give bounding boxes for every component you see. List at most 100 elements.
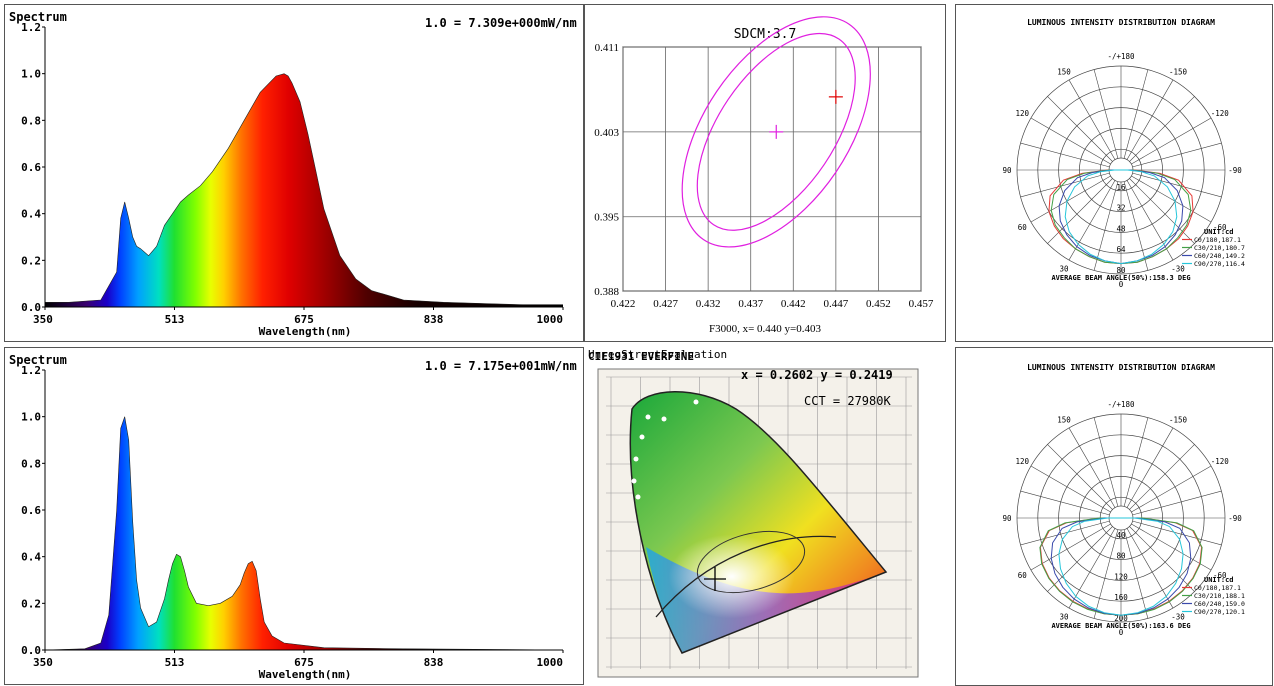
polar-panel-top: LUMINOUS INTENSITY DISTRIBUTION DIAGRAM … — [955, 4, 1273, 342]
polar-spoke — [1047, 526, 1113, 592]
x-tick-label: 675 — [294, 656, 314, 669]
spectrum-outline — [45, 73, 563, 305]
polar-legend-label: C60/240,159.0 — [1194, 600, 1245, 608]
polar-spoke — [1132, 490, 1222, 516]
polar-spoke — [1132, 142, 1222, 168]
y-tick-label: 0.2 — [21, 254, 41, 267]
polar-spoke — [1020, 172, 1110, 198]
polar-angle-label: 150 — [1057, 415, 1071, 424]
polar-title: LUMINOUS INTENSITY DISTRIBUTION DIAGRAM — [1027, 18, 1215, 27]
polar-spoke — [1131, 117, 1212, 165]
sdcm-footer: F3000, x= 0.440 y=0.403 — [709, 323, 822, 335]
polar-unit-label: UNIT:cd — [1204, 576, 1234, 584]
spectrum-area — [45, 416, 563, 650]
polar-radial-label: 160 — [1114, 593, 1128, 602]
polar-beam-angle: AVERAGE BEAM ANGLE(50%):158.3 DEG — [1051, 274, 1190, 282]
cie-crosshair — [704, 567, 726, 591]
spectrum-title: Spectrum — [9, 353, 67, 367]
polar-spoke — [1030, 465, 1111, 513]
polar-spoke — [1020, 142, 1110, 168]
polar-angle-label: -120 — [1211, 457, 1230, 466]
polar-legend-label: C0/180,187.1 — [1194, 584, 1241, 592]
y-tick-label: 0.4 — [21, 551, 41, 564]
sdcm-ellipse-outer — [681, 16, 871, 248]
polar-radial-label: 80 — [1116, 552, 1126, 561]
polar-angle-label: -30 — [1171, 265, 1185, 274]
y-tick-label: 0.0 — [21, 301, 41, 314]
polar-spoke — [1093, 69, 1119, 159]
y-tick-label: 0.8 — [21, 114, 41, 127]
polar-legend-label: C60/240,149.2 — [1194, 252, 1245, 260]
polar-spoke — [1030, 523, 1111, 571]
sdcm-x-tick-label: 0.427 — [653, 298, 678, 310]
polar-spoke — [1129, 96, 1195, 162]
x-tick-label: 1000 — [537, 313, 564, 326]
polar-series-curve — [1058, 517, 1184, 616]
y-tick-label: 0.2 — [21, 597, 41, 610]
polar-spoke — [1123, 529, 1149, 619]
sdcm-x-tick-label: 0.437 — [738, 298, 763, 310]
polar-spoke — [1093, 417, 1119, 507]
polar-spoke — [1123, 417, 1149, 507]
polar-spoke — [1126, 427, 1174, 508]
polar-spoke — [1020, 520, 1110, 546]
spectrum-chart-top: 0.0 0.2 0.4 0.6 0.8 1.0 1.2 350 513 675 838 1000 Sp… — [9, 10, 577, 338]
polar-spoke — [1047, 178, 1113, 244]
polar-legend-label: C90/270,116.4 — [1194, 260, 1245, 268]
polar-spoke — [1047, 444, 1113, 510]
polar-angle-label: 120 — [1015, 109, 1029, 118]
sdcm-chart: SDCM:3.7 0.422 0.427 0.432 0.437 0.442 0.447 0… — [594, 16, 934, 335]
sdcm-y-tick-label: 0.395 — [594, 212, 619, 224]
polar-angle-label: -120 — [1211, 109, 1230, 118]
spectrum-scale-note: 1.0 = 7.175e+001mW/nm — [425, 359, 577, 373]
polar-unit-label: UNIT:cd — [1204, 228, 1234, 236]
polar-legend-label: C90/270,120.1 — [1194, 608, 1245, 616]
spectrum-x-axis-label: Wavelength(nm) — [259, 668, 352, 681]
polar-radial-label: 32 — [1116, 204, 1125, 213]
x-tick-label: 838 — [424, 313, 444, 326]
y-tick-label: 1.2 — [21, 21, 41, 34]
sdcm-x-tick-label: 0.452 — [866, 298, 891, 310]
polar-spoke — [1093, 181, 1119, 271]
x-tick-label: 350 — [33, 656, 53, 669]
polar-spoke — [1030, 175, 1111, 223]
polar-legend-label: C30/210,180.7 — [1194, 244, 1245, 252]
sdcm-plot-frame — [622, 46, 922, 292]
cie-header-overlay: CIE1931 EVERFINE — [588, 350, 694, 363]
polar-spoke — [1129, 526, 1195, 592]
cie-cct: CCT = 27980K — [804, 394, 891, 408]
polar-spoke — [1068, 528, 1116, 609]
polar-radial-label: 120 — [1114, 572, 1128, 581]
polar-spoke — [1068, 79, 1116, 160]
polar-legend-label: C0/180,187.1 — [1194, 236, 1241, 244]
polar-angle-label: -90 — [1228, 514, 1242, 523]
x-tick-label: 1000 — [537, 656, 564, 669]
polar-series-curve — [1064, 169, 1178, 265]
sdcm-y-tick-label: 0.411 — [595, 42, 619, 54]
polar-angle-label: -90 — [1228, 166, 1242, 175]
spectrum-area — [45, 73, 563, 307]
polar-angle-label: 30 — [1059, 265, 1069, 274]
spectrum-outline — [44, 416, 564, 651]
sdcm-panel: SDCM:3.7 0.422 0.427 0.432 0.437 0.442 0.447 0… — [584, 4, 946, 342]
spectrum-panel-top: 0.0 0.2 0.4 0.6 0.8 1.0 1.2 350 513 675 838 1000 Sp… — [4, 4, 584, 342]
polar-spoke — [1093, 529, 1119, 619]
x-tick-label: 513 — [165, 313, 185, 326]
cie-coordinates: x = 0.2602 y = 0.2419 — [741, 368, 893, 382]
spectrum-title: Spectrum — [9, 10, 67, 24]
y-tick-label: 0.6 — [21, 504, 41, 517]
polar-radial-label: 40 — [1116, 531, 1126, 540]
sdcm-y-tick-label: 0.388 — [594, 286, 619, 298]
polar-angle-label: -30 — [1171, 613, 1185, 622]
polar-chart-bottom: LUMINOUS INTENSITY DISTRIBUTION DIAGRAM … — [1002, 363, 1245, 637]
polar-angle-label: 60 — [1018, 223, 1028, 232]
polar-legend-label: C30/210,188.1 — [1194, 592, 1245, 600]
polar-angle-label: 150 — [1057, 67, 1071, 76]
polar-spoke — [1123, 69, 1149, 159]
polar-radial-label: 48 — [1116, 224, 1126, 233]
spectral-locus — [629, 391, 888, 654]
cie-panel: UnregStrectEvaluation CIE1931 EVERFINE x… — [586, 347, 946, 686]
polar-spoke — [1123, 181, 1149, 271]
polar-angle-label: -60 — [1213, 571, 1227, 580]
polar-chart-top: LUMINOUS INTENSITY DISTRIBUTION DIAGRAM … — [1002, 18, 1245, 289]
